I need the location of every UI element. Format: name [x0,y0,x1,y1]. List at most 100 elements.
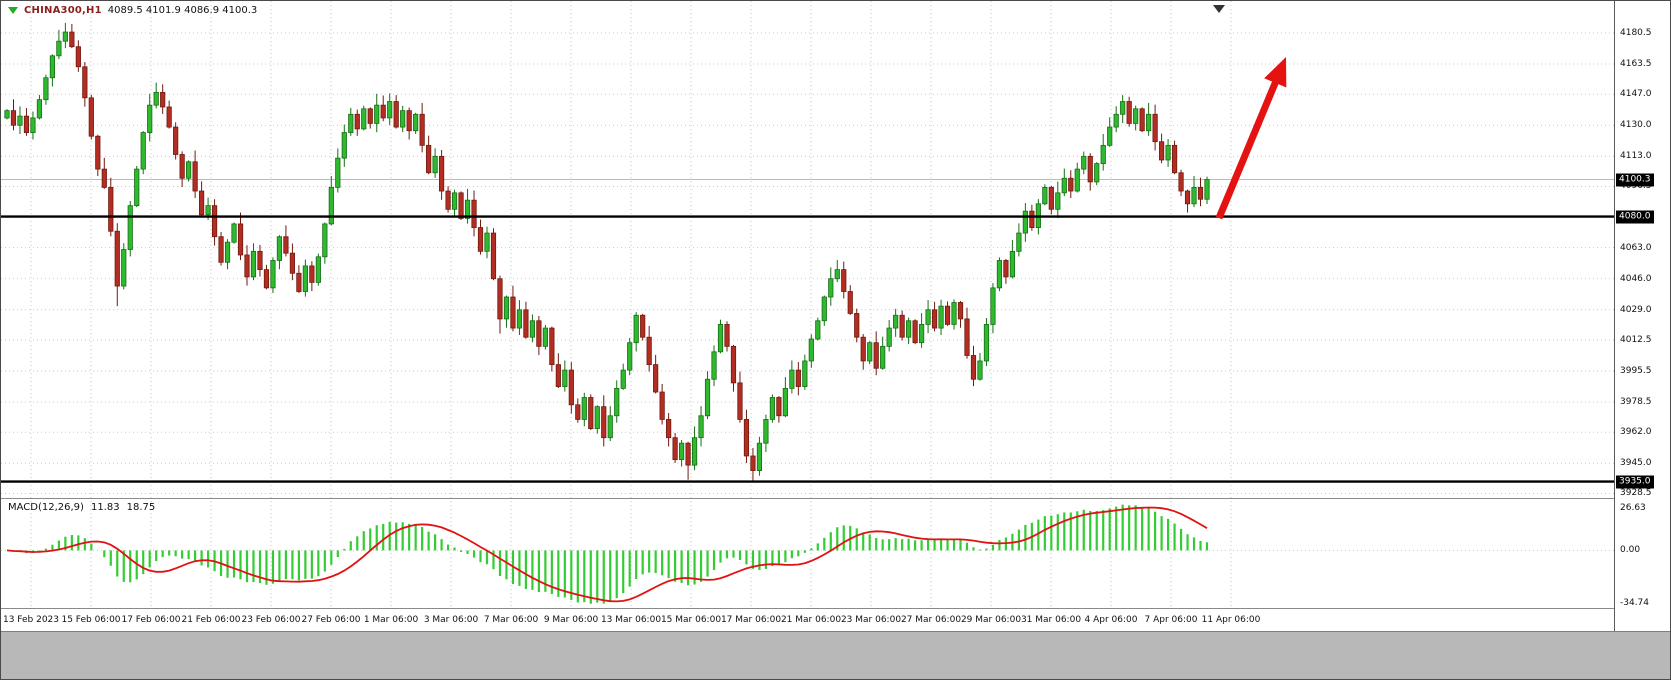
symbol-marker-icon [8,7,18,14]
candle-body [828,278,834,298]
candle-body [756,442,763,471]
candle-body [536,320,542,347]
candle-body [62,31,68,42]
trend-arrow-head[interactable] [1264,57,1287,88]
candle-body [276,236,283,261]
candle-body [224,241,231,263]
time-axis-label: 21 Feb 06:00 [181,615,241,625]
candle-body [821,296,827,322]
candle-body [834,269,840,280]
chart-shift-marker-icon[interactable] [1213,5,1225,13]
candle-body [672,437,678,461]
candle-body [789,369,795,389]
candle-body [568,369,574,406]
price-axis[interactable]: 26.63 0.00 -34.74 4180.5 4163.5 4147.0 4130… [1614,1,1670,631]
time-axis[interactable]: 13 Feb 2023 15 Feb 06:00 17 Feb 06:00 21 Fe… [1,609,1614,631]
time-axis-label: 7 Mar 06:00 [483,615,539,625]
chart-canvas[interactable] [1,1,1614,631]
candle-body [815,320,821,340]
candle-body [400,110,406,128]
time-axis-label: 27 Feb 06:00 [301,615,361,625]
candle-body [776,397,782,417]
candle-body [387,101,393,119]
candle-body [4,110,10,119]
candle-body [56,40,62,57]
price-tick-label: 4029.0 [1620,304,1652,315]
candle-body [555,364,561,387]
candle-body [1029,210,1035,228]
candle-body [380,104,386,119]
level-price-tag: 4080.0 [1616,210,1654,224]
trend-arrow-shaft[interactable] [1215,75,1281,220]
candle-body [367,108,373,124]
candle-body [1074,168,1080,192]
time-axis-label: 15 Feb 06:00 [61,615,121,625]
candle-body [691,437,698,466]
price-tick-label: 4130.0 [1620,120,1652,131]
candle-body [802,360,808,387]
price-tick-label: 4012.5 [1620,334,1652,345]
candle-body [899,314,905,338]
candle-body [730,345,737,384]
candle-body [990,287,996,325]
candle-body [1158,141,1165,161]
candle-body [983,324,990,362]
candle-body [1048,186,1054,210]
candle-body [575,404,581,420]
current-price-tag: 4100.3 [1616,173,1654,187]
candle-body [996,260,1003,289]
macd-scale-bottom: -34.74 [1620,598,1650,608]
candle-body [341,132,347,159]
candle-body [678,442,685,461]
candle-body [361,108,367,130]
candle-body [769,397,776,420]
candle-body [23,115,30,133]
candle-body [257,250,263,270]
candle-body [510,296,516,329]
candle-body [354,113,360,130]
candle-body [1120,101,1126,115]
candle-body [1146,113,1152,132]
chart-legend: CHINA300,H1 4089.5 4101.9 4086.9 4100.3 [8,5,257,16]
candle-body [951,302,957,325]
candle-body [270,260,276,289]
candle-body [750,455,756,471]
candle-body [315,256,321,283]
candle-body [477,227,484,252]
candle-body [970,355,977,380]
price-tick-label: 4180.5 [1620,27,1652,38]
candle-body [906,320,912,338]
candle-body [977,360,983,380]
candle-body [153,91,159,106]
time-axis-label: 15 Mar 06:00 [660,615,722,625]
candle-body [1184,190,1191,205]
candle-body [166,106,172,128]
candle-body [873,342,879,369]
candle-body [309,265,315,283]
candle-body [640,314,646,338]
candle-body [516,309,523,329]
candle-body [938,305,944,329]
candle-body [69,31,75,48]
candle-body [17,115,23,126]
candle-body [912,320,918,344]
candle-body [484,232,490,252]
macd-name: MACD(12,26,9) [8,502,84,513]
candle-body [620,369,626,389]
candle-body [1126,101,1132,124]
candle-body [614,387,620,417]
candle-body [1081,155,1087,170]
candle-body [1197,186,1204,200]
candle-body [724,324,730,347]
candle-body [419,113,425,146]
candle-body [562,369,568,387]
candle-body [49,55,56,79]
candle-body [413,113,419,132]
candle-body [529,320,536,338]
candle-body [147,104,153,133]
candle-body [1055,192,1061,210]
candle-body [685,442,691,466]
candle-body [627,342,633,371]
candle-body [795,369,801,387]
